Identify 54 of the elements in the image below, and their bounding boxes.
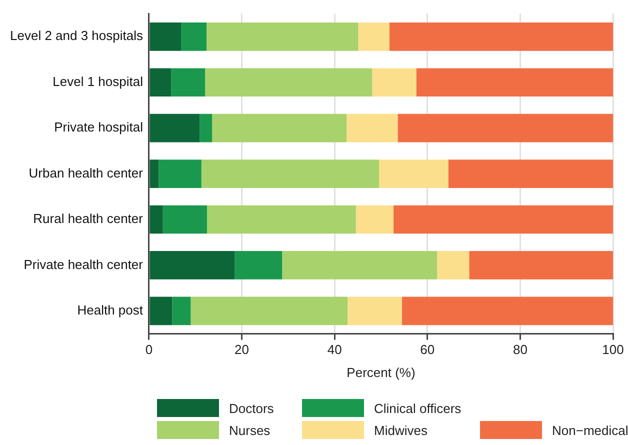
bar [181, 22, 207, 51]
bar [200, 114, 212, 142]
bar [206, 22, 358, 51]
bar [437, 251, 470, 280]
y-tick-label: Urban health center [28, 165, 144, 180]
bar [158, 160, 202, 188]
bar [206, 205, 356, 234]
bar [150, 114, 200, 142]
y-tick-label: Private hospital [54, 120, 144, 135]
x-tick-label: 40 [327, 342, 342, 358]
x-tick-label: 0 [145, 342, 153, 358]
bar [171, 68, 206, 97]
x-tick-label: 80 [512, 342, 528, 358]
legend-label: Clinical officers [374, 400, 462, 416]
bar [150, 160, 159, 188]
bar [150, 68, 172, 97]
bar [150, 22, 181, 51]
y-tick-label: Rural health center [33, 211, 144, 226]
bar [162, 205, 207, 234]
bar [416, 68, 613, 97]
bar [201, 160, 380, 188]
legend-label: Non−medical [552, 422, 628, 438]
bar [150, 205, 163, 234]
x-tick-label: 20 [234, 342, 250, 358]
x-tick-label: 100 [602, 342, 624, 358]
x-tick-label: 60 [420, 342, 435, 358]
bar [205, 68, 372, 97]
bar [356, 205, 394, 234]
bar [348, 296, 402, 326]
legend-label: Doctors [229, 400, 274, 416]
bar [398, 114, 613, 142]
bar [150, 251, 235, 280]
legend-label: Midwives [374, 422, 428, 438]
y-tick-label: Private health center [24, 256, 144, 272]
bar [379, 160, 448, 188]
bar [282, 251, 438, 280]
bar [389, 22, 613, 51]
bar [448, 160, 613, 188]
bar [212, 114, 347, 142]
bar [190, 296, 348, 326]
y-tick-label: Level 2 and 3 hospitals [10, 28, 144, 44]
bar [358, 22, 390, 51]
bar [234, 251, 282, 280]
bar [346, 114, 398, 142]
bar [469, 251, 613, 280]
bar [402, 296, 613, 326]
bar [394, 205, 613, 234]
bar [172, 296, 191, 326]
bar [372, 68, 416, 97]
y-tick-label: Health post [77, 302, 144, 318]
bar [150, 296, 172, 326]
y-tick-label: Level 1 hospital [52, 74, 144, 89]
x-axis-title: Percent (%) [346, 364, 416, 380]
legend-label: Nurses [229, 422, 270, 438]
